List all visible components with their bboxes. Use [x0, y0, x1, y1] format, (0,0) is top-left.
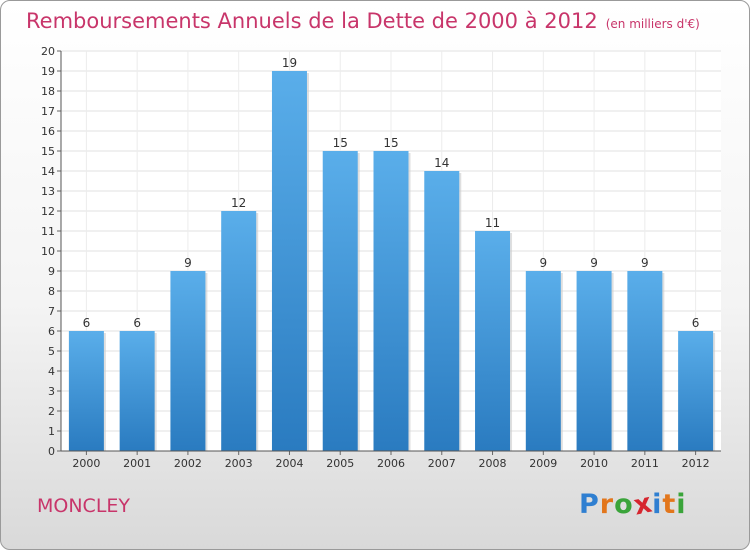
data-label: 9 [539, 256, 547, 270]
bars: 6 6 9 12 19 15 15 14 11 9 9 9 6 [68, 56, 716, 451]
bar-2003 [221, 211, 257, 451]
y-tick-label: 10 [41, 245, 55, 258]
chart-title-text: Remboursements Annuels de la Dette de 20… [26, 9, 598, 33]
y-tick-label: 2 [48, 405, 55, 418]
y-tick-label: 7 [48, 305, 55, 318]
x-tick-label: 2009 [529, 457, 557, 470]
data-label: 12 [231, 196, 246, 210]
data-label: 15 [333, 136, 348, 150]
x-tick-label: 2004 [275, 457, 303, 470]
y-tick-label: 12 [41, 205, 55, 218]
x-tick-label: 2011 [631, 457, 659, 470]
commune-name: MONCLEY [37, 495, 131, 517]
x-tick-label: 2000 [72, 457, 100, 470]
x-tick-label: 2006 [377, 457, 405, 470]
x-tick-label: 2007 [428, 457, 456, 470]
x-tick-label: 2005 [326, 457, 354, 470]
chart-unit: (en milliers d'€) [605, 17, 700, 31]
x-tick-label: 2008 [479, 457, 507, 470]
bar-2008 [475, 231, 511, 451]
data-label: 9 [590, 256, 598, 270]
y-tick-label: 11 [41, 225, 55, 238]
y-tick-label: 4 [48, 365, 55, 378]
y-tick-label: 5 [48, 345, 55, 358]
y-tick-label: 8 [48, 285, 55, 298]
y-tick-label: 9 [48, 265, 55, 278]
logo-letter: r [599, 489, 615, 520]
y-tick-label: 17 [41, 105, 55, 118]
y-tick-label: 14 [41, 165, 55, 178]
x-tick-label: 2002 [174, 457, 202, 470]
y-tick-label: 1 [48, 425, 55, 438]
bar-2005 [322, 151, 358, 451]
y-tick-label: 3 [48, 385, 55, 398]
bar-2007 [424, 171, 460, 451]
y-tick-label: 13 [41, 185, 55, 198]
x-tick-label: 2003 [225, 457, 253, 470]
data-label: 19 [282, 56, 297, 70]
logo-letter: i [652, 489, 663, 520]
data-label: 14 [434, 156, 449, 170]
logo-letter: o [614, 489, 634, 520]
bar-2012 [678, 331, 714, 451]
bar-2001 [119, 331, 155, 451]
y-tick-label: 15 [41, 145, 55, 158]
bar-2011 [627, 271, 663, 451]
data-label: 15 [383, 136, 398, 150]
data-label: 9 [184, 256, 192, 270]
bar-2004 [271, 71, 307, 451]
bar-2010 [576, 271, 612, 451]
logo-letter: P [579, 489, 600, 520]
bar-2002 [170, 271, 206, 451]
data-label: 6 [83, 316, 91, 330]
y-tick-label: 18 [41, 85, 55, 98]
data-label: 6 [692, 316, 700, 330]
y-tick-label: 16 [41, 125, 55, 138]
data-label: 9 [641, 256, 649, 270]
x-tick-label: 2001 [123, 457, 151, 470]
bar-2000 [68, 331, 104, 451]
logo-letter: t [662, 489, 677, 520]
data-label: 6 [133, 316, 141, 330]
y-tick-label: 6 [48, 325, 55, 338]
y-tick-label: 20 [41, 45, 55, 58]
chart-title: Remboursements Annuels de la Dette de 20… [26, 9, 700, 33]
x-tick-label: 2010 [580, 457, 608, 470]
bar-2006 [373, 151, 409, 451]
logo-letter: i [676, 489, 687, 520]
bar-2009 [525, 271, 561, 451]
y-tick-label: 19 [41, 65, 55, 78]
y-tick-label: 0 [48, 445, 55, 458]
data-label: 11 [485, 216, 500, 230]
proxiti-logo: Proxiti [579, 487, 687, 521]
x-tick-label: 2012 [682, 457, 710, 470]
